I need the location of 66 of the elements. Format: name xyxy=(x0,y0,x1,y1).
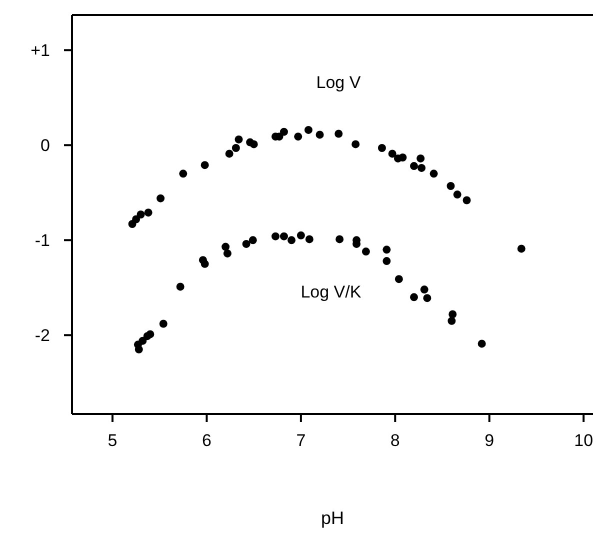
x-axis-title: pH xyxy=(320,508,344,528)
point xyxy=(378,144,386,152)
point xyxy=(446,182,455,190)
point xyxy=(200,161,209,170)
point xyxy=(304,126,312,134)
point xyxy=(316,130,324,139)
point xyxy=(462,196,471,204)
x-tick-label: 9 xyxy=(484,431,494,450)
point xyxy=(420,286,428,294)
y-tick-label: -1 xyxy=(34,231,50,250)
x-tick-label: 7 xyxy=(296,431,306,450)
point xyxy=(388,150,396,158)
point xyxy=(382,246,391,254)
point xyxy=(200,260,209,268)
point xyxy=(222,242,230,251)
point xyxy=(179,170,188,178)
point xyxy=(448,310,457,318)
point xyxy=(362,248,370,256)
point xyxy=(234,135,243,144)
point xyxy=(410,293,418,302)
point xyxy=(146,330,154,338)
point xyxy=(423,294,432,302)
x-tick-label: 5 xyxy=(108,431,118,450)
point xyxy=(294,132,302,141)
point xyxy=(296,231,305,240)
point xyxy=(453,190,462,199)
point xyxy=(156,194,165,202)
point xyxy=(394,275,403,284)
x-tick-label: 6 xyxy=(202,431,212,450)
point xyxy=(250,140,258,148)
point xyxy=(416,154,425,162)
point xyxy=(280,232,288,240)
point xyxy=(382,257,391,266)
point xyxy=(242,240,250,248)
point xyxy=(225,150,234,158)
series-label: Log V/K xyxy=(300,282,362,302)
point xyxy=(430,170,438,178)
point xyxy=(272,232,280,240)
y-tick-label: 0 xyxy=(40,136,50,156)
point xyxy=(232,144,240,152)
point xyxy=(352,140,360,148)
point xyxy=(280,128,288,136)
point xyxy=(248,236,257,244)
x-tick-label: 8 xyxy=(390,431,400,450)
point xyxy=(478,340,486,348)
point xyxy=(334,130,343,138)
point xyxy=(517,244,526,253)
x-tick-label: 10 xyxy=(574,431,594,450)
point xyxy=(132,215,140,224)
y-tick-label: -2 xyxy=(34,326,50,346)
y-tick-label: +1 xyxy=(30,41,50,60)
point xyxy=(448,316,456,325)
point xyxy=(398,154,407,162)
point xyxy=(418,164,426,172)
point xyxy=(134,345,143,354)
point xyxy=(136,210,145,218)
point xyxy=(288,236,296,244)
point xyxy=(144,208,152,217)
point xyxy=(176,282,184,291)
point xyxy=(223,249,232,258)
point xyxy=(159,320,168,328)
point xyxy=(410,162,418,170)
point xyxy=(336,235,344,244)
text: Log V xyxy=(316,72,362,92)
point xyxy=(138,336,147,345)
point xyxy=(305,235,314,244)
